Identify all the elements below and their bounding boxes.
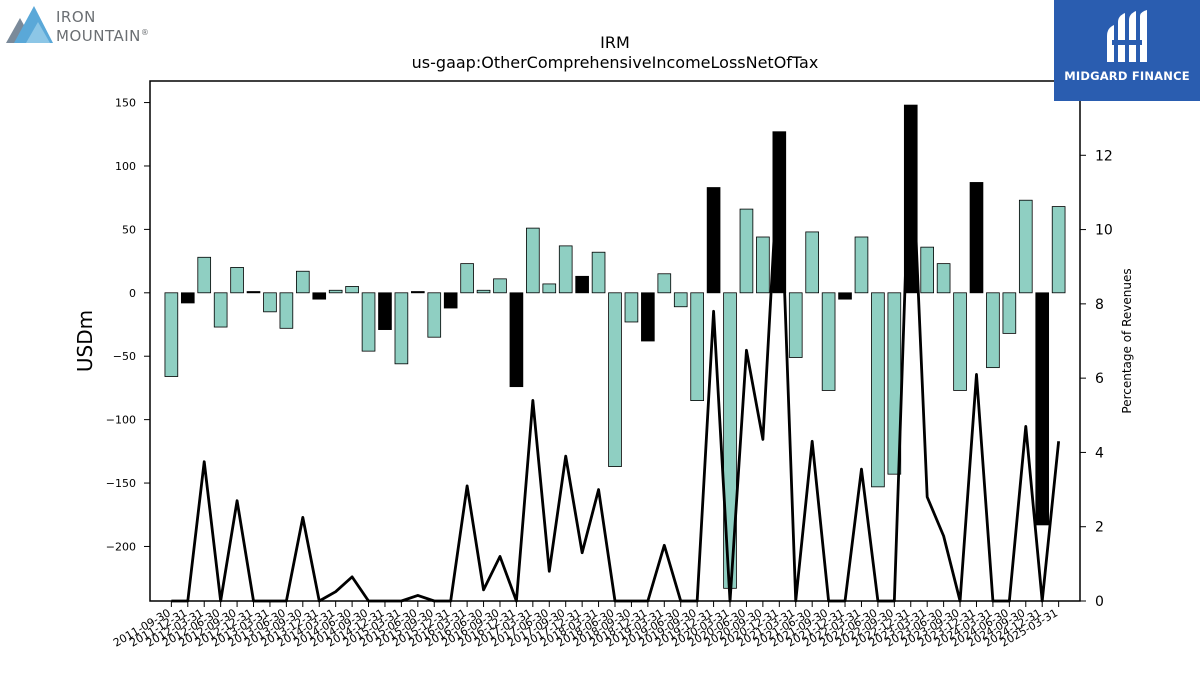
bar xyxy=(493,278,507,294)
y2-tick-label: 8 xyxy=(1095,297,1104,313)
iron-mountain-logo: IRON MOUNTAIN® xyxy=(4,4,164,48)
bar xyxy=(558,245,573,294)
midgard-mark-icon xyxy=(1107,10,1147,62)
bar xyxy=(246,291,261,294)
bar xyxy=(542,283,557,294)
bar xyxy=(411,291,425,294)
bar xyxy=(213,292,228,328)
bar xyxy=(608,292,622,467)
y-tick-label: −200 xyxy=(106,540,136,553)
bar xyxy=(1018,199,1033,294)
y-tick-label: 100 xyxy=(115,160,136,173)
bar xyxy=(706,187,721,294)
bar xyxy=(279,292,294,329)
bar xyxy=(673,292,688,308)
y2-tick-label: 0 xyxy=(1095,594,1104,610)
midgard-finance-logo: MIDGARD FINANCE xyxy=(1054,0,1200,101)
bar xyxy=(624,292,639,323)
bar xyxy=(690,292,704,401)
bar xyxy=(460,263,474,294)
bar xyxy=(969,182,984,294)
y2-axis-label: Percentage of Revenues xyxy=(1120,268,1134,413)
bar xyxy=(378,292,392,330)
bar xyxy=(591,251,606,294)
bar xyxy=(1051,206,1066,294)
y-tick-label: 50 xyxy=(122,223,136,236)
bar xyxy=(953,292,967,391)
mountain-icon xyxy=(6,6,53,43)
y2-tick-label: 12 xyxy=(1095,148,1113,164)
bar xyxy=(263,292,277,313)
y2-tick-label: 10 xyxy=(1095,223,1113,239)
bar xyxy=(526,227,540,294)
bar xyxy=(509,292,524,388)
y-tick-label: −50 xyxy=(113,350,136,363)
bar xyxy=(476,289,491,294)
bar xyxy=(312,292,327,300)
bar xyxy=(345,286,359,294)
bar xyxy=(788,292,803,358)
bar xyxy=(164,292,179,377)
logo-text-line2: MOUNTAIN® xyxy=(56,27,150,45)
bar xyxy=(575,275,589,294)
y2-tick-label: 4 xyxy=(1095,445,1104,461)
y2-tick-label: 6 xyxy=(1095,371,1104,387)
bar xyxy=(756,236,770,294)
y-axis-label: USDm xyxy=(73,310,97,372)
bar xyxy=(821,292,836,391)
bar xyxy=(641,292,655,342)
bar xyxy=(394,292,409,365)
midgard-finance-text: MIDGARD FINANCE xyxy=(1064,69,1190,83)
bar xyxy=(180,292,195,304)
bar xyxy=(805,231,819,294)
bar xyxy=(1002,292,1017,334)
y-tick-label: 150 xyxy=(115,97,136,110)
bar xyxy=(936,263,951,294)
bar xyxy=(920,246,935,294)
bar xyxy=(739,208,754,294)
bar xyxy=(1035,292,1050,526)
bar-layer xyxy=(164,104,1066,589)
bar xyxy=(871,292,885,488)
bar xyxy=(443,292,458,309)
bar xyxy=(427,292,442,338)
logo-text-line1: IRON xyxy=(56,8,96,26)
bar xyxy=(986,292,1000,369)
bar xyxy=(838,292,852,300)
axes: −200−150−100−500501001500246810122011-09… xyxy=(106,80,1113,650)
bar xyxy=(328,289,343,294)
chart-subtitle: us-gaap:OtherComprehensiveIncomeLossNetO… xyxy=(412,53,819,72)
bar xyxy=(361,292,376,352)
bar xyxy=(657,273,672,294)
bar xyxy=(230,267,244,294)
bar xyxy=(295,270,310,294)
y-tick-label: −150 xyxy=(106,477,136,490)
chart-title: IRM xyxy=(600,33,630,52)
y2-tick-label: 2 xyxy=(1095,520,1104,536)
bar xyxy=(854,236,869,294)
y-tick-label: 0 xyxy=(129,287,136,300)
bar xyxy=(197,256,212,294)
y-tick-label: −100 xyxy=(106,414,136,427)
